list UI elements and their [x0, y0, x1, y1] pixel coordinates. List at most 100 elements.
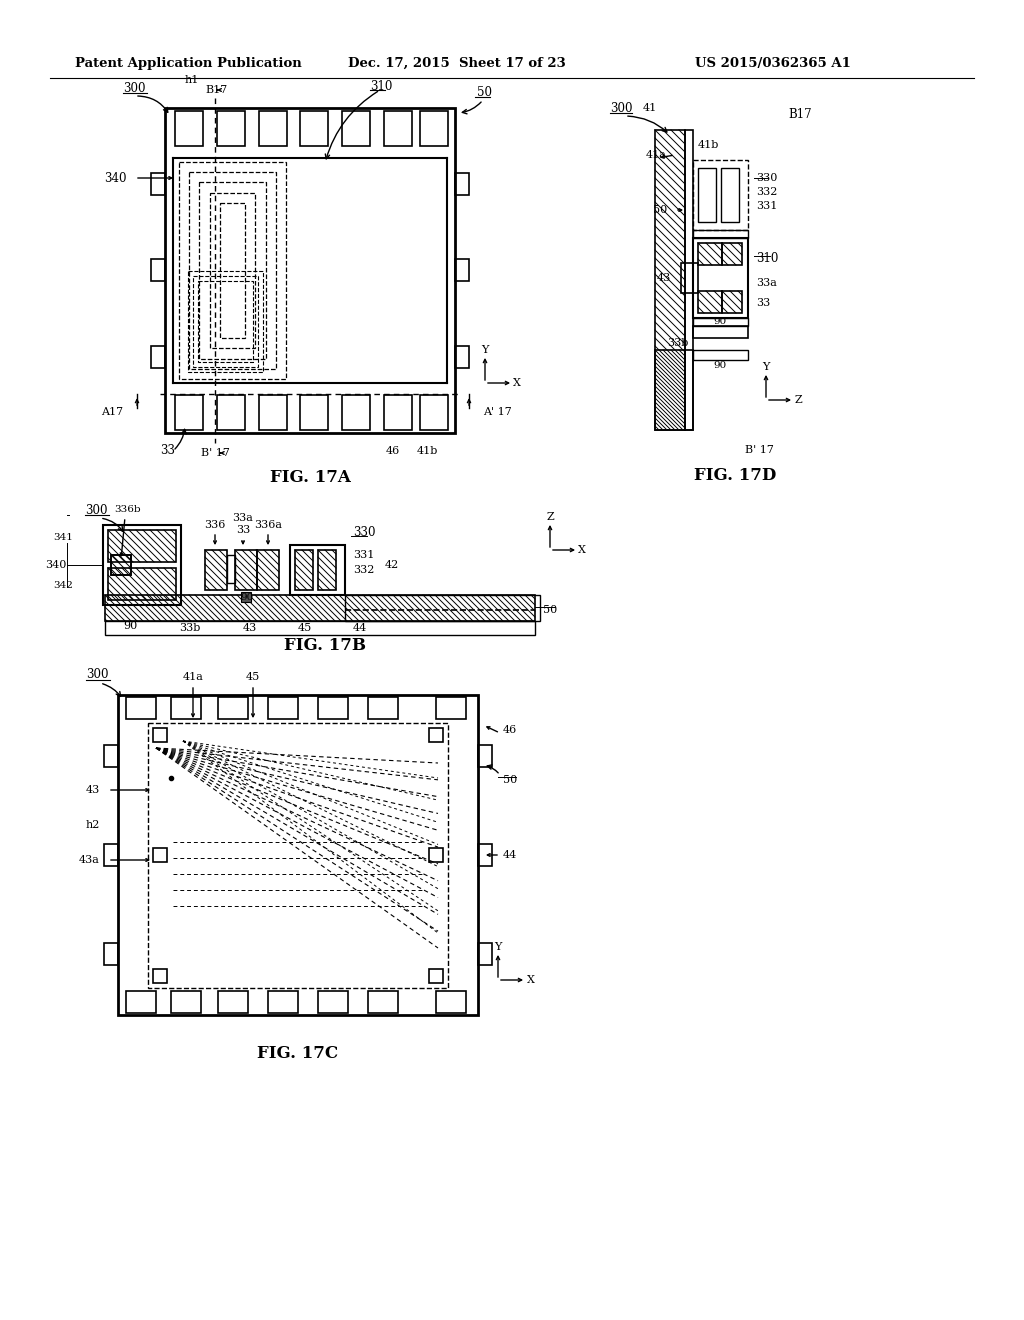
Bar [384, 395, 412, 430]
Text: 330: 330 [353, 527, 376, 540]
Text: B17: B17 [788, 108, 812, 121]
Bar [234, 550, 257, 590]
Bar [175, 111, 203, 147]
Text: 44: 44 [353, 623, 368, 634]
Text: 90: 90 [241, 593, 254, 602]
Text: 342: 342 [53, 581, 73, 590]
Bar [384, 111, 412, 147]
Bar [681, 263, 698, 293]
Bar [693, 318, 748, 326]
Bar [455, 259, 469, 281]
Bar [153, 729, 167, 742]
Text: 331: 331 [353, 550, 375, 560]
Bar [722, 243, 742, 265]
Text: 331: 331 [756, 201, 777, 211]
Text: 300: 300 [610, 102, 633, 115]
Text: Y: Y [762, 362, 770, 372]
Bar [655, 350, 685, 430]
Text: 310: 310 [370, 79, 392, 92]
Text: Z: Z [546, 512, 554, 521]
Text: Y: Y [495, 942, 502, 952]
Text: 50: 50 [503, 775, 517, 785]
Bar [118, 696, 478, 1015]
Bar [655, 129, 685, 430]
Bar [429, 969, 443, 983]
Text: Z: Z [795, 395, 802, 405]
Bar [693, 326, 748, 338]
Bar [295, 550, 313, 590]
Bar [165, 108, 455, 433]
Bar [104, 843, 118, 866]
Bar [153, 969, 167, 983]
Bar [126, 991, 156, 1012]
Bar [436, 697, 466, 719]
Bar [722, 243, 742, 265]
Bar [218, 697, 248, 719]
Bar [420, 395, 449, 430]
Text: 90: 90 [714, 360, 727, 370]
Bar [290, 545, 345, 595]
Bar [436, 991, 466, 1012]
Text: 46: 46 [386, 446, 400, 455]
Bar [111, 554, 131, 576]
Bar [368, 697, 398, 719]
Bar [259, 111, 287, 147]
Bar [234, 550, 257, 590]
Bar [111, 554, 131, 576]
Text: X: X [579, 545, 586, 554]
Bar [257, 550, 279, 590]
Bar [193, 276, 258, 367]
Bar [685, 129, 693, 430]
Bar [722, 290, 742, 313]
Bar [655, 350, 685, 430]
Bar [105, 620, 535, 635]
Bar [693, 160, 748, 230]
Text: 33b: 33b [667, 338, 688, 348]
Bar [318, 550, 336, 590]
Bar [300, 395, 328, 430]
Text: 336a: 336a [254, 520, 282, 531]
Bar [217, 111, 245, 147]
Bar [175, 395, 203, 430]
Bar [420, 111, 449, 147]
Text: 90: 90 [123, 620, 137, 631]
Text: A' 17: A' 17 [483, 408, 512, 417]
Text: 50: 50 [543, 605, 557, 615]
Bar [199, 182, 266, 359]
Text: 332: 332 [353, 565, 375, 576]
Text: 45: 45 [298, 623, 312, 634]
Text: 50: 50 [477, 87, 492, 99]
Text: 336: 336 [205, 520, 225, 531]
Bar [218, 991, 248, 1012]
Text: 310: 310 [756, 252, 778, 264]
Text: Dec. 17, 2015  Sheet 17 of 23: Dec. 17, 2015 Sheet 17 of 23 [348, 57, 565, 70]
Bar [693, 350, 748, 360]
Text: 44: 44 [503, 850, 517, 861]
Bar [295, 550, 313, 590]
Bar [318, 550, 336, 590]
Text: Y: Y [481, 345, 488, 355]
Bar [108, 531, 176, 562]
Text: 33: 33 [236, 525, 250, 535]
Bar [318, 697, 348, 719]
Text: 42: 42 [385, 560, 399, 570]
Bar [205, 550, 227, 590]
Bar [429, 729, 443, 742]
Text: 43: 43 [243, 623, 257, 634]
Bar [104, 744, 118, 767]
Text: 330: 330 [756, 173, 777, 183]
Bar [171, 697, 201, 719]
Bar [698, 168, 716, 222]
Bar [108, 568, 176, 601]
Bar [179, 162, 286, 379]
Text: 46: 46 [503, 725, 517, 735]
Bar [429, 847, 443, 862]
Bar [693, 238, 748, 318]
Text: 43: 43 [86, 785, 100, 795]
Text: 33: 33 [756, 298, 770, 308]
Bar [455, 173, 469, 195]
Bar [685, 350, 693, 430]
Bar [342, 395, 370, 430]
Bar [693, 230, 748, 238]
Text: 300: 300 [123, 82, 145, 95]
